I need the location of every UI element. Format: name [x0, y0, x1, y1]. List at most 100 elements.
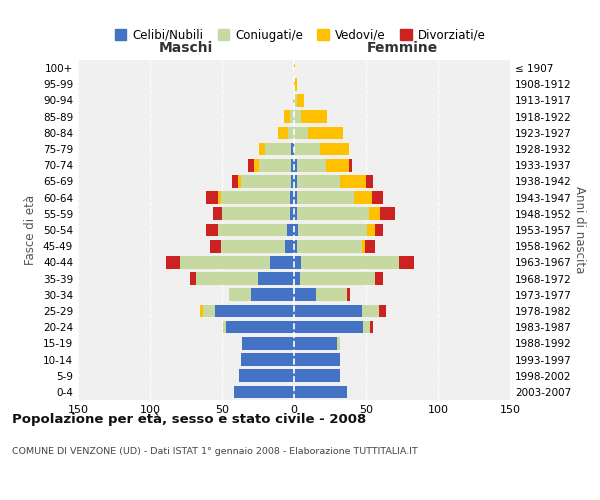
Text: Maschi: Maschi [159, 41, 213, 55]
Bar [294, 142, 320, 156]
Bar [166, 256, 180, 268]
Text: Popolazione per età, sesso e stato civile - 2008: Popolazione per età, sesso e stato civil… [12, 412, 366, 426]
Bar [180, 256, 269, 268]
Text: Femmine: Femmine [367, 41, 437, 55]
Bar [372, 192, 383, 204]
Bar [294, 370, 340, 382]
Bar [297, 159, 326, 172]
Bar [259, 159, 291, 172]
Bar [206, 192, 218, 204]
Bar [200, 304, 203, 318]
Bar [196, 272, 258, 285]
Bar [365, 240, 374, 252]
Bar [297, 208, 369, 220]
Bar [203, 304, 215, 318]
Bar [298, 224, 367, 236]
Bar [254, 159, 259, 172]
Bar [294, 62, 295, 74]
Bar [290, 192, 294, 204]
Bar [347, 288, 350, 301]
Bar [242, 337, 294, 349]
Bar [291, 159, 294, 172]
Bar [239, 370, 294, 382]
Bar [214, 208, 222, 220]
Bar [297, 175, 340, 188]
Bar [215, 304, 294, 318]
Text: COMUNE DI VENZONE (UD) - Dati ISTAT 1° gennaio 2008 - Elaborazione TUTTITALIA.IT: COMUNE DI VENZONE (UD) - Dati ISTAT 1° g… [12, 448, 418, 456]
Bar [362, 240, 365, 252]
Bar [294, 159, 297, 172]
Bar [370, 321, 373, 334]
Bar [269, 256, 294, 268]
Bar [297, 240, 362, 252]
Bar [294, 175, 297, 188]
Bar [229, 288, 251, 301]
Bar [374, 272, 383, 285]
Bar [294, 208, 297, 220]
Bar [294, 192, 297, 204]
Bar [278, 126, 288, 139]
Bar [241, 353, 294, 366]
Bar [287, 224, 294, 236]
Bar [294, 272, 300, 285]
Bar [326, 159, 349, 172]
Bar [288, 126, 294, 139]
Bar [221, 240, 286, 252]
Bar [380, 208, 395, 220]
Bar [369, 208, 380, 220]
Bar [232, 175, 238, 188]
Y-axis label: Anni di nascita: Anni di nascita [572, 186, 586, 274]
Bar [248, 159, 254, 172]
Bar [211, 240, 221, 252]
Bar [308, 126, 343, 139]
Bar [366, 175, 373, 188]
Bar [294, 304, 362, 318]
Bar [349, 159, 352, 172]
Bar [294, 224, 298, 236]
Bar [379, 304, 386, 318]
Bar [241, 175, 291, 188]
Bar [294, 256, 301, 268]
Bar [294, 126, 308, 139]
Bar [301, 256, 399, 268]
Bar [320, 142, 349, 156]
Bar [293, 94, 294, 107]
Bar [206, 224, 218, 236]
Bar [294, 110, 301, 123]
Bar [297, 94, 304, 107]
Bar [251, 288, 294, 301]
Bar [286, 240, 294, 252]
Bar [399, 256, 413, 268]
Bar [238, 175, 241, 188]
Bar [223, 321, 226, 334]
Legend: Celibi/Nubili, Coniugati/e, Vedovi/e, Divorziati/e: Celibi/Nubili, Coniugati/e, Vedovi/e, Di… [110, 24, 490, 46]
Bar [337, 337, 340, 349]
Y-axis label: Fasce di età: Fasce di età [25, 195, 37, 265]
Bar [363, 321, 370, 334]
Bar [291, 142, 294, 156]
Bar [290, 208, 294, 220]
Bar [355, 192, 372, 204]
Bar [222, 208, 290, 220]
Bar [218, 224, 287, 236]
Bar [290, 110, 294, 123]
Bar [190, 272, 196, 285]
Bar [300, 272, 374, 285]
Bar [374, 224, 383, 236]
Bar [362, 304, 379, 318]
Bar [265, 142, 291, 156]
Bar [294, 94, 297, 107]
Bar [301, 110, 327, 123]
Bar [258, 272, 294, 285]
Bar [294, 240, 297, 252]
Bar [294, 321, 363, 334]
Bar [291, 175, 294, 188]
Bar [294, 78, 297, 90]
Bar [218, 192, 221, 204]
Bar [294, 337, 337, 349]
Bar [316, 288, 347, 301]
Bar [284, 110, 290, 123]
Bar [221, 192, 290, 204]
Bar [367, 224, 374, 236]
Bar [294, 288, 316, 301]
